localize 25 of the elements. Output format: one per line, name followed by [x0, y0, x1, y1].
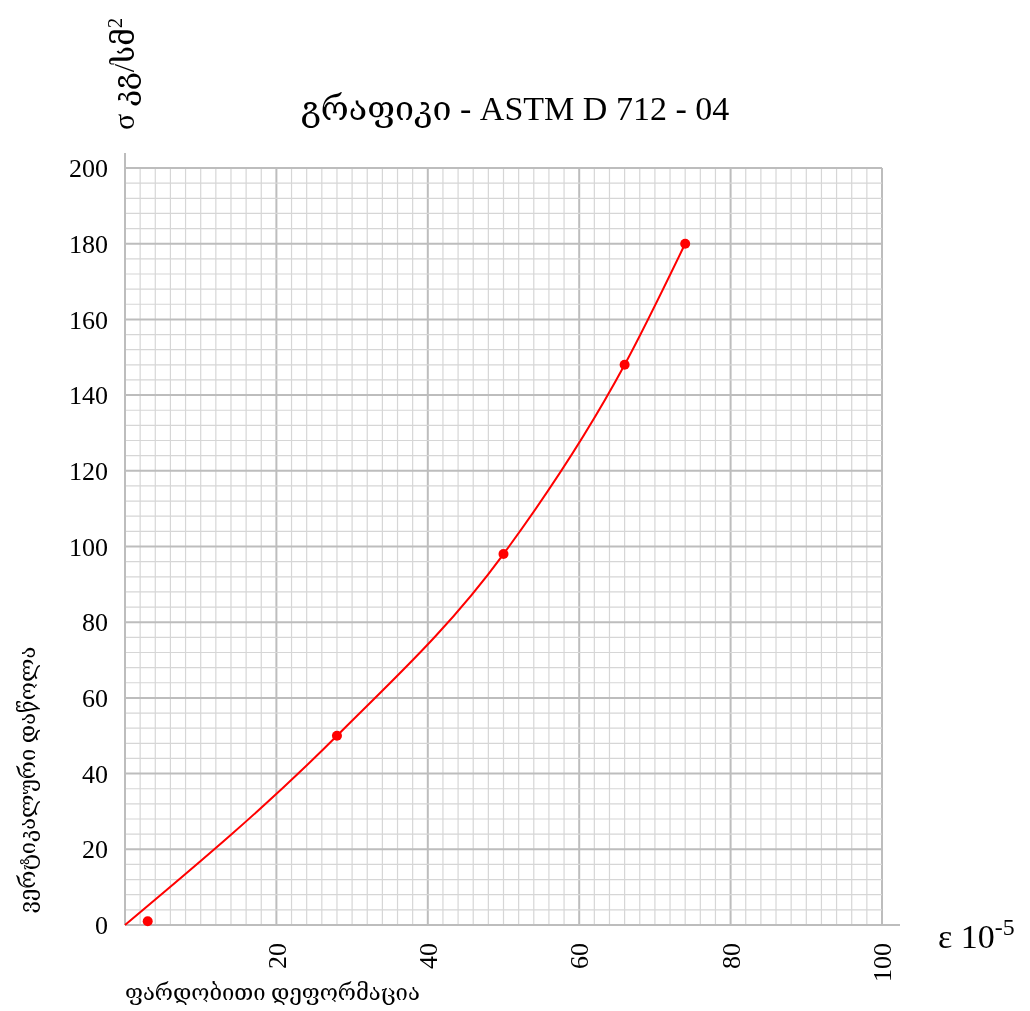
- y-tick-label: 80: [82, 608, 108, 638]
- y-tick-label: 200: [69, 154, 108, 184]
- point: [619, 359, 630, 370]
- point: [331, 730, 342, 741]
- y-tick-label: 60: [82, 684, 108, 713]
- point: [680, 238, 691, 249]
- x-tick-label: 60: [565, 943, 595, 969]
- point: [498, 549, 509, 560]
- text: ფარდობითი დეფორმაცია: [125, 980, 420, 1005]
- point: [142, 916, 153, 927]
- y-tick-label: 160: [69, 305, 108, 335]
- x-tick-label: 80: [716, 943, 746, 969]
- text: ვერტიკალური დაწოლა: [15, 646, 40, 914]
- y-tick-label: 0: [95, 911, 108, 941]
- y-tick-label: 100: [69, 532, 108, 562]
- y-tick-label: 20: [82, 835, 108, 865]
- y-tick-label: 120: [69, 456, 108, 486]
- y-tick-label: 140: [69, 381, 108, 411]
- x-tick-label: 100: [868, 943, 898, 982]
- x-axis-title: ε 10$^{-5}$: [938, 914, 1015, 955]
- x-tick-label: 20: [262, 943, 292, 969]
- x-tick-label: 40: [413, 943, 443, 969]
- y-tick-label: 180: [69, 229, 108, 259]
- y-tick-label: 40: [82, 759, 108, 789]
- chart-title: გრაფიკი - ASTM D 712 - 04: [300, 90, 730, 128]
